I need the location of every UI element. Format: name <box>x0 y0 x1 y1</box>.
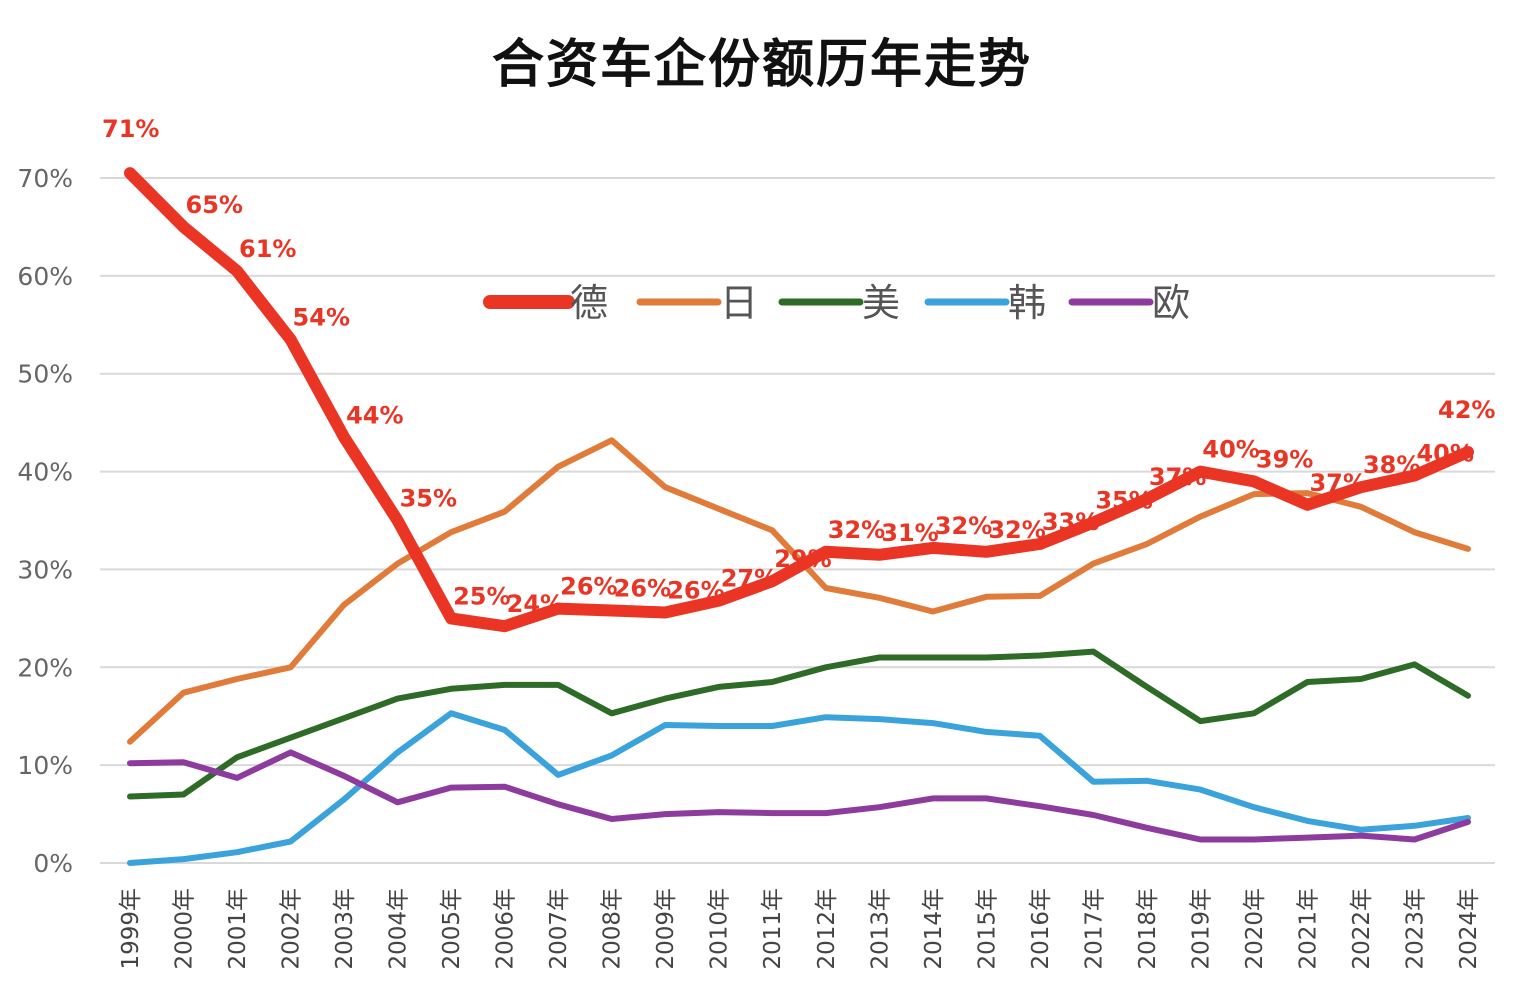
data-label: 29% <box>774 545 831 573</box>
data-label: 26% <box>560 573 617 601</box>
series-line-0 <box>124 167 1474 633</box>
data-label: 71% <box>102 115 159 143</box>
data-label: 35% <box>400 485 457 513</box>
x-tick-label: 2020年 <box>1242 888 1268 970</box>
data-label: 35% <box>1095 486 1152 514</box>
x-tick-label: 2004年 <box>386 888 412 970</box>
data-label: 26% <box>614 575 671 603</box>
x-tick-label: 2017年 <box>1081 888 1107 970</box>
x-tick-label: 2022年 <box>1349 888 1375 970</box>
x-tick-label: 2002年 <box>279 888 305 970</box>
x-tick-label: 2009年 <box>653 888 679 970</box>
series-lines <box>124 167 1474 866</box>
x-tick-label: 2006年 <box>493 888 519 970</box>
x-tick-label: 2019年 <box>1188 888 1214 970</box>
data-label: 33% <box>1042 508 1099 536</box>
data-label: 38% <box>1363 451 1420 479</box>
y-tick-label: 20% <box>17 653 73 682</box>
data-label: 37% <box>1309 469 1366 497</box>
data-label: 31% <box>881 519 938 547</box>
x-tick-label: 2018年 <box>1135 888 1161 970</box>
chart-title: 合资车企份额历年走势 <box>491 35 1032 95</box>
data-label: 42% <box>1438 396 1495 424</box>
x-tick-label: 2024年 <box>1456 888 1482 970</box>
y-axis: 0% 10% 20% 30% 40% 50% 60% 70% <box>17 164 73 878</box>
series-line-4 <box>127 749 1471 843</box>
legend-label: 韩 <box>1008 281 1046 325</box>
data-label: 65% <box>186 191 243 219</box>
x-tick-label: 1999年 <box>118 888 144 970</box>
x-tick-label: 2015年 <box>974 888 1000 970</box>
x-tick-label: 2013年 <box>867 888 893 970</box>
x-tick-label: 2005年 <box>439 888 465 970</box>
x-tick-label: 2012年 <box>814 888 840 970</box>
x-tick-label: 2010年 <box>707 888 733 970</box>
legend-label: 欧 <box>1152 281 1190 325</box>
data-labels: 71%65%61%54%44%35%25%24%26%26%26%27%29%3… <box>102 115 1495 618</box>
data-label: 24% <box>507 590 564 618</box>
series-line-3 <box>127 710 1471 866</box>
y-tick-label: 50% <box>17 360 73 389</box>
x-tick-label: 2023年 <box>1402 888 1428 970</box>
x-tick-label: 2016年 <box>1028 888 1054 970</box>
y-tick-label: 40% <box>17 458 73 487</box>
legend-label: 美 <box>862 281 900 325</box>
data-label: 32% <box>935 512 992 540</box>
data-label: 39% <box>1256 445 1313 473</box>
x-tick-label: 2003年 <box>332 888 358 970</box>
legend: 德日美韩欧 <box>483 281 1190 325</box>
x-tick-label: 2007年 <box>546 888 572 970</box>
data-label: 61% <box>239 235 296 263</box>
data-label: 40% <box>1416 439 1473 467</box>
y-tick-label: 70% <box>17 164 73 193</box>
y-tick-label: 10% <box>17 751 73 780</box>
data-label: 37% <box>1149 463 1206 491</box>
x-tick-label: 2021年 <box>1295 888 1321 970</box>
gridlines <box>100 177 1495 864</box>
data-label: 25% <box>453 582 510 610</box>
legend-label: 日 <box>720 281 758 325</box>
data-label: 44% <box>346 401 403 429</box>
data-label: 26% <box>667 576 724 604</box>
x-axis: 1999年 2000年 2001年 2002年 2003年 2004年 2005年 2006年… <box>118 888 1482 970</box>
series-line-2 <box>127 648 1471 800</box>
y-tick-label: 60% <box>17 262 73 291</box>
legend-label: 德 <box>570 281 608 325</box>
x-tick-label: 2014年 <box>921 888 947 970</box>
data-label: 40% <box>1202 436 1259 464</box>
y-tick-label: 0% <box>33 849 73 878</box>
data-label: 54% <box>293 303 350 331</box>
series-line-1 <box>127 437 1471 745</box>
data-label: 32% <box>988 516 1045 544</box>
y-tick-label: 30% <box>17 555 73 584</box>
data-label: 27% <box>721 565 778 593</box>
x-tick-label: 2008年 <box>600 888 626 970</box>
x-tick-label: 2000年 <box>172 888 198 970</box>
x-tick-label: 2011年 <box>760 888 786 970</box>
x-tick-label: 2001年 <box>225 888 251 970</box>
data-label: 32% <box>828 516 885 544</box>
